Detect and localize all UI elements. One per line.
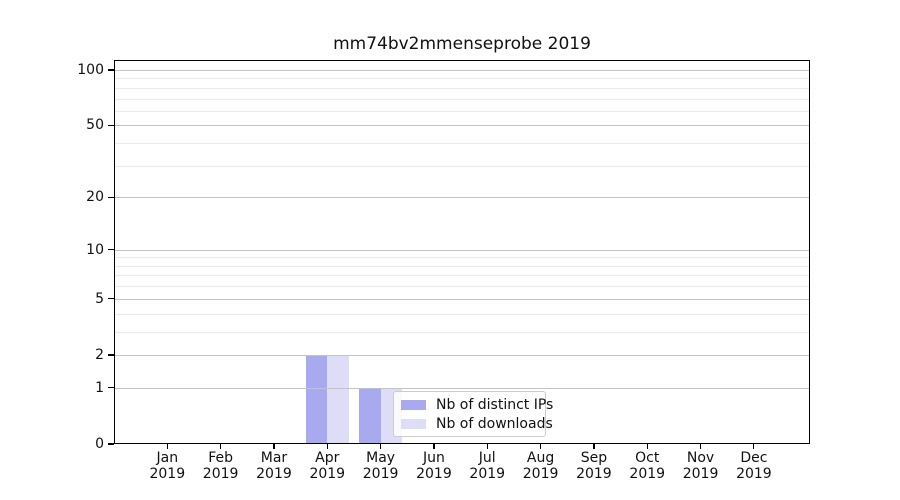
x-axis-tick-year: 2019 xyxy=(682,466,719,482)
minor-gridline xyxy=(114,286,810,288)
minor-gridline xyxy=(114,331,810,333)
x-axis-tick-year: 2019 xyxy=(202,466,239,482)
chart-title: mm74bv2mmenseprobe 2019 xyxy=(333,34,591,54)
y-tick-mark xyxy=(108,387,114,389)
y-tick-mark xyxy=(108,443,114,445)
major-gridline xyxy=(114,197,810,199)
legend: Nb of distinct IPs Nb of downloads xyxy=(393,391,553,437)
y-tick-mark xyxy=(108,69,114,71)
bar-distinct-ips-may xyxy=(359,387,381,444)
x-tick-mark xyxy=(539,444,542,449)
x-axis-tick-year: 2019 xyxy=(149,466,186,482)
x-axis-tick-year: 2019 xyxy=(256,466,292,482)
x-tick-mark xyxy=(486,444,488,449)
y-axis-tick-label: 2 xyxy=(95,346,104,363)
x-axis-tick-label: Nov 2019 xyxy=(669,450,733,482)
x-axis-tick-label: Jun 2019 xyxy=(402,450,466,482)
y-axis-tick-label: 0 xyxy=(95,436,104,452)
x-axis-tick-year: 2019 xyxy=(736,466,772,482)
legend-item-downloads: Nb of downloads xyxy=(401,416,553,432)
x-axis-tick-year: 2019 xyxy=(629,466,666,482)
major-gridline xyxy=(114,298,810,300)
legend-swatch-distinct-ips xyxy=(401,399,426,410)
y-tick-mark xyxy=(108,354,114,356)
minor-gridline xyxy=(114,78,810,80)
minor-gridline xyxy=(114,257,810,259)
x-tick-mark xyxy=(220,444,222,449)
y-axis-tick-label: 5 xyxy=(95,290,104,307)
y-tick-mark xyxy=(108,249,114,251)
x-tick-mark xyxy=(273,444,275,449)
minor-gridline xyxy=(114,165,810,167)
x-axis-tick-label: Mar 2019 xyxy=(242,450,306,482)
minor-gridline xyxy=(114,313,810,315)
legend-swatch-downloads xyxy=(401,418,426,429)
major-gridline xyxy=(114,70,810,71)
bar-downloads-apr xyxy=(327,354,349,444)
x-axis-tick-label: Dec 2019 xyxy=(722,450,786,482)
minor-gridline xyxy=(114,275,810,277)
bar-distinct-ips-apr xyxy=(305,354,328,444)
x-tick-mark xyxy=(646,444,648,449)
x-tick-mark xyxy=(380,444,382,449)
y-axis-tick-label: 10 xyxy=(86,241,104,258)
minor-gridline xyxy=(114,87,810,89)
x-axis-tick-label: Oct 2019 xyxy=(615,450,679,482)
x-axis-tick-label: Apr 2019 xyxy=(295,450,359,482)
legend-label-downloads: Nb of downloads xyxy=(436,415,553,432)
x-tick-mark xyxy=(166,444,168,449)
y-tick-mark xyxy=(108,196,114,198)
minor-gridline xyxy=(114,265,810,267)
plot-border xyxy=(114,60,810,444)
x-axis-tick-year: 2019 xyxy=(362,466,399,482)
x-axis-tick-year: 2019 xyxy=(469,466,506,482)
x-axis-tick-year: 2019 xyxy=(576,466,612,482)
x-axis-tick-label: Aug 2019 xyxy=(509,450,573,482)
minor-gridline xyxy=(114,143,810,145)
x-axis-tick-label: Sep 2019 xyxy=(562,450,626,482)
x-axis-tick-year: 2019 xyxy=(522,466,559,482)
x-axis-tick-label: Jan 2019 xyxy=(135,450,199,482)
x-axis-tick-label: Feb 2019 xyxy=(189,450,253,482)
x-axis-tick-year: 2019 xyxy=(416,466,452,482)
x-axis-tick-label: Jul 2019 xyxy=(455,450,519,482)
x-tick-mark xyxy=(433,444,435,449)
major-gridline xyxy=(114,354,810,356)
x-tick-mark xyxy=(326,444,328,449)
y-axis-tick-label: 100 xyxy=(77,62,104,78)
minor-gridline xyxy=(114,110,810,112)
y-tick-mark xyxy=(108,298,114,300)
y-axis-tick-label: 1 xyxy=(95,379,104,396)
major-gridline xyxy=(114,125,810,127)
y-tick-mark xyxy=(108,124,114,126)
x-axis-tick-year: 2019 xyxy=(309,466,346,482)
legend-item-distinct-ips: Nb of distinct IPs xyxy=(401,397,553,413)
major-gridline xyxy=(114,387,810,389)
y-axis-tick-label: 50 xyxy=(86,117,104,134)
major-gridline xyxy=(114,249,810,251)
y-axis-tick-label: 20 xyxy=(86,189,104,206)
legend-label-distinct-ips: Nb of distinct IPs xyxy=(436,396,554,413)
minor-gridline xyxy=(114,98,810,100)
x-axis-tick-label: May 2019 xyxy=(349,450,413,482)
x-tick-mark xyxy=(753,444,755,449)
x-tick-mark xyxy=(593,444,595,449)
x-tick-mark xyxy=(699,444,702,449)
